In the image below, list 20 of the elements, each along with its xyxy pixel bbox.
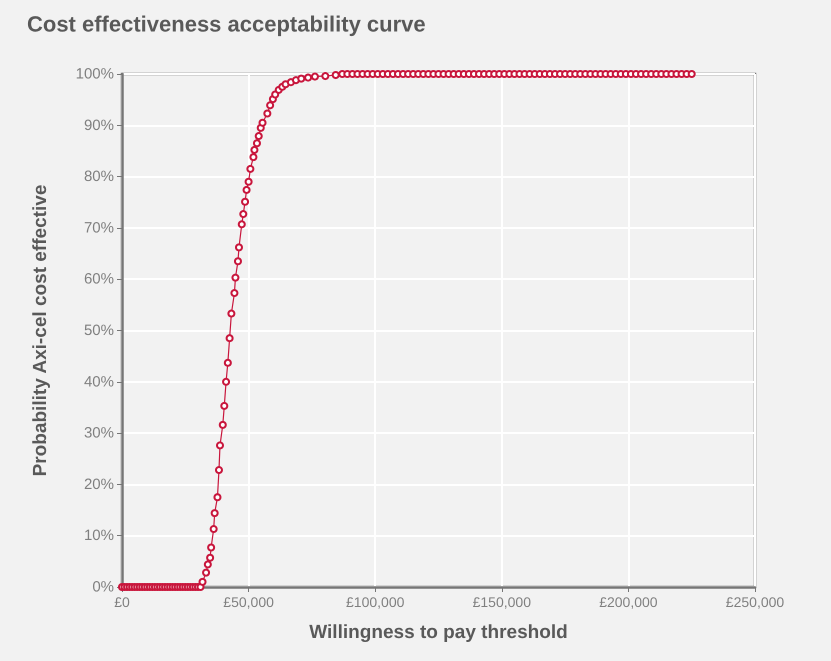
x-axis-title: Willingness to pay threshold xyxy=(309,622,568,643)
y-tick-label: 10% xyxy=(84,527,114,544)
y-tick-label: 90% xyxy=(84,116,114,134)
x-tick-label: £200,000 xyxy=(599,594,658,610)
x-tick-label: £150,000 xyxy=(472,594,532,610)
y-tick-label: 70% xyxy=(84,219,114,236)
y-tick-label: 40% xyxy=(84,373,114,390)
y-tick-label: 0% xyxy=(92,578,114,596)
chart-title: Cost effectiveness acceptability curve xyxy=(27,12,426,36)
x-tick-label: £250,000 xyxy=(726,594,784,610)
y-tick-label: 60% xyxy=(84,270,114,288)
y-tick-label: 80% xyxy=(84,168,114,186)
y-axis-title: Probability Axi-cel cost effective xyxy=(30,184,51,476)
y-tick-label: 100% xyxy=(76,66,114,82)
x-tick-label: £0 xyxy=(114,594,130,610)
y-tick-label: 30% xyxy=(84,424,114,442)
x-tick-label: £100,000 xyxy=(346,594,405,610)
x-tick-label: £50,000 xyxy=(223,594,274,610)
y-tick-label: 50% xyxy=(84,322,114,339)
y-tick-label: 20% xyxy=(84,476,114,493)
